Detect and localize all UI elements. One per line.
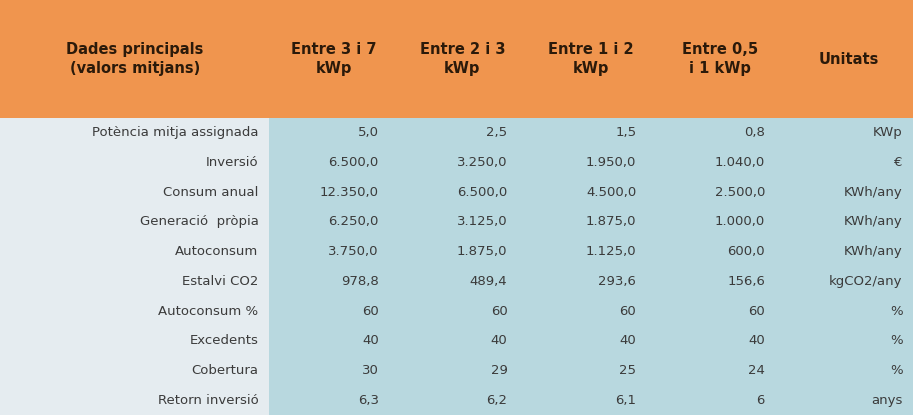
Text: Entre 3 i 7
kWp: Entre 3 i 7 kWp [291, 42, 376, 76]
Text: KWh/any: KWh/any [844, 186, 903, 199]
Text: Retorn inversió: Retorn inversió [158, 394, 258, 407]
Bar [0, 0, 913, 118]
Text: Autoconsum %: Autoconsum % [158, 305, 258, 317]
Text: kgCO2/any: kgCO2/any [829, 275, 903, 288]
Text: 60: 60 [749, 305, 765, 317]
Text: KWh/any: KWh/any [844, 245, 903, 258]
Text: 600,0: 600,0 [728, 245, 765, 258]
Text: Consum anual: Consum anual [163, 186, 258, 199]
Text: 0,8: 0,8 [744, 126, 765, 139]
Text: 293,6: 293,6 [598, 275, 636, 288]
Text: 6.500,0: 6.500,0 [457, 186, 508, 199]
Text: 12.350,0: 12.350,0 [320, 186, 379, 199]
Text: 4.500,0: 4.500,0 [586, 186, 636, 199]
Text: 2.500,0: 2.500,0 [715, 186, 765, 199]
Bar [269, 118, 913, 415]
Text: 3.250,0: 3.250,0 [457, 156, 508, 169]
Text: 1.000,0: 1.000,0 [715, 215, 765, 228]
Text: %: % [890, 305, 903, 317]
Text: 6,2: 6,2 [487, 394, 508, 407]
Text: 6.500,0: 6.500,0 [329, 156, 379, 169]
Text: 29: 29 [490, 364, 508, 377]
Text: %: % [890, 364, 903, 377]
Text: Excedents: Excedents [190, 334, 258, 347]
Text: 978,8: 978,8 [341, 275, 379, 288]
Text: 1.125,0: 1.125,0 [585, 245, 636, 258]
Text: 3.750,0: 3.750,0 [329, 245, 379, 258]
Text: anys: anys [871, 394, 903, 407]
Text: 489,4: 489,4 [470, 275, 508, 288]
Text: 1.040,0: 1.040,0 [715, 156, 765, 169]
Text: Estalvi CO2: Estalvi CO2 [182, 275, 258, 288]
Text: Cobertura: Cobertura [192, 364, 258, 377]
Text: Potència mitja assignada: Potència mitja assignada [92, 126, 258, 139]
Text: 1.950,0: 1.950,0 [586, 156, 636, 169]
Text: Generació  pròpia: Generació pròpia [140, 215, 258, 228]
Text: 6.250,0: 6.250,0 [329, 215, 379, 228]
Text: 40: 40 [620, 334, 636, 347]
Text: 6: 6 [757, 394, 765, 407]
Text: 2,5: 2,5 [487, 126, 508, 139]
Text: 40: 40 [362, 334, 379, 347]
Text: 60: 60 [362, 305, 379, 317]
Text: %: % [890, 334, 903, 347]
Text: Unitats: Unitats [818, 51, 879, 66]
Text: 40: 40 [749, 334, 765, 347]
Text: 24: 24 [748, 364, 765, 377]
Text: 6,1: 6,1 [615, 394, 636, 407]
Bar [0, 118, 269, 415]
Text: 6,3: 6,3 [358, 394, 379, 407]
Text: 30: 30 [362, 364, 379, 377]
Text: 60: 60 [491, 305, 508, 317]
Text: KWp: KWp [873, 126, 903, 139]
Text: Entre 1 i 2
kWp: Entre 1 i 2 kWp [549, 42, 634, 76]
Text: 25: 25 [619, 364, 636, 377]
Text: KWh/any: KWh/any [844, 215, 903, 228]
Text: 1.875,0: 1.875,0 [586, 215, 636, 228]
Text: 5,0: 5,0 [358, 126, 379, 139]
Text: 60: 60 [620, 305, 636, 317]
Text: €: € [894, 156, 903, 169]
Text: Entre 0,5
i 1 kWp: Entre 0,5 i 1 kWp [682, 42, 758, 76]
Text: Entre 2 i 3
kWp: Entre 2 i 3 kWp [420, 42, 505, 76]
Text: Inversió: Inversió [205, 156, 258, 169]
Text: 156,6: 156,6 [727, 275, 765, 288]
Text: 1.875,0: 1.875,0 [457, 245, 508, 258]
Text: 3.125,0: 3.125,0 [456, 215, 508, 228]
Text: 40: 40 [491, 334, 508, 347]
Text: 1,5: 1,5 [615, 126, 636, 139]
Text: Autoconsum: Autoconsum [175, 245, 258, 258]
Text: Dades principals
(valors mitjans): Dades principals (valors mitjans) [66, 42, 204, 76]
